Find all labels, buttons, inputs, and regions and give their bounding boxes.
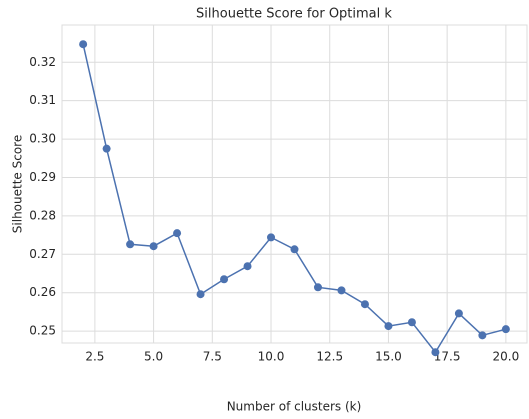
data-point (102, 144, 111, 153)
x-tick-label: 17.5 (434, 350, 461, 364)
plot-frame (61, 24, 528, 344)
data-point (243, 262, 252, 271)
x-tick-label: 5.0 (144, 350, 163, 364)
data-point (149, 242, 158, 251)
data-point (337, 286, 346, 295)
x-tick-label: 2.5 (85, 350, 104, 364)
series-line (82, 44, 507, 354)
data-point (501, 325, 510, 334)
y-tick-label: 0.28 (29, 208, 56, 222)
y-tick-label: 0.30 (29, 132, 56, 146)
x-tick-label: 20.0 (493, 350, 520, 364)
x-tick-label: 7.5 (203, 350, 222, 364)
data-point (407, 318, 416, 327)
data-point (79, 40, 88, 49)
data-point (478, 331, 487, 340)
data-point (220, 275, 229, 284)
data-point (126, 240, 135, 249)
y-tick-label: 0.27 (29, 247, 56, 261)
data-point (384, 322, 393, 331)
data-point (196, 290, 205, 299)
y-tick-label: 0.26 (29, 285, 56, 299)
x-tick-label: 12.5 (316, 350, 343, 364)
data-point (173, 229, 182, 238)
data-point (290, 245, 299, 254)
data-point (431, 348, 440, 357)
x-tick-label: 10.0 (258, 350, 285, 364)
y-axis-label: Silhouette Score (11, 135, 25, 233)
y-tick-label: 0.25 (29, 324, 56, 338)
chart-title: Silhouette Score for Optimal k (196, 7, 392, 22)
y-tick-label: 0.31 (29, 93, 56, 107)
y-tick-label: 0.32 (29, 55, 56, 69)
x-axis-label: Number of clusters (k) (227, 400, 362, 414)
x-tick-label: 15.0 (375, 350, 402, 364)
data-point (360, 300, 369, 309)
data-point (267, 233, 276, 242)
y-tick-label: 0.29 (29, 170, 56, 184)
data-point (313, 283, 322, 292)
data-point (454, 309, 463, 318)
